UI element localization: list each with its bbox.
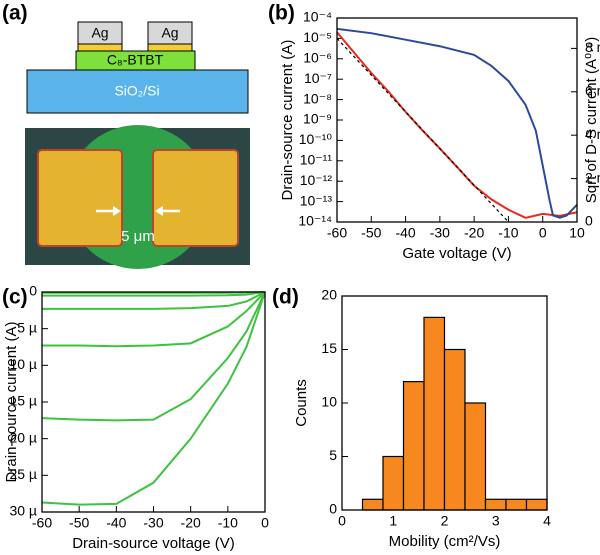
x-axis-label: Gate voltage (V) (402, 245, 511, 262)
electrode (77, 21, 123, 45)
y-tick-label: 10⁻⁹ (303, 111, 332, 127)
y-tick-label: 0 (329, 501, 337, 517)
y-tick-label: 10⁻¹³ (300, 192, 333, 208)
semiconductor-layer (75, 50, 196, 71)
x-tick-label: -60 (327, 225, 347, 241)
x-tick-label: -20 (464, 225, 484, 241)
x-tick-label: -10 (218, 515, 238, 531)
y-tick-label: 10⁻⁷ (304, 70, 332, 86)
substrate-layer (26, 69, 249, 114)
plot-frame (336, 17, 578, 223)
panel-a: (a) Ag Ag C₈-BTBT SiO₂/Si 5 μm (2, 2, 250, 269)
y-tick-label: 10⁻¹¹ (300, 152, 333, 168)
y2-tick-label: 4 m (585, 126, 600, 142)
y-axis-label: Drain-source current (A) (3, 322, 20, 483)
x-tick-label: -30 (143, 515, 163, 531)
series-line (336, 31, 578, 219)
x-tick-label: -20 (181, 515, 201, 531)
x-tick-label: 1 (389, 513, 397, 529)
series-line (41, 291, 266, 422)
panel-label: (c) (2, 286, 28, 309)
plot-frame (41, 291, 266, 513)
y-tick-label: 20 µ (9, 429, 37, 445)
y-tick-label: 10⁻⁶ (303, 50, 332, 66)
semiconductor-label: C₈-BTBT (107, 52, 164, 68)
bar (464, 402, 487, 511)
x-tick-label: -40 (395, 225, 415, 241)
bar (505, 498, 528, 511)
bar (443, 348, 466, 511)
x-tick-label: 10 (569, 225, 585, 241)
x-tick-label: 0 (261, 515, 269, 531)
y-tick-label: 20 (321, 287, 337, 303)
bar (402, 381, 425, 511)
series-line (42, 291, 266, 348)
y2-tick-label: 6 m (585, 82, 600, 98)
y2-tick-label: 8 m (585, 39, 600, 55)
x-tick-label: 0 (338, 513, 346, 529)
x-tick-label: -30 (430, 225, 450, 241)
pad (152, 149, 239, 247)
y-tick-label: 10⁻¹⁰ (299, 131, 333, 147)
x-tick-label: -50 (69, 515, 89, 531)
y-tick-label: 30 µ (9, 503, 37, 519)
x-tick-label: 4 (543, 513, 551, 529)
y-tick-label: 10 µ (9, 356, 37, 372)
series-line (41, 291, 266, 506)
y-tick-label: 5 (329, 447, 337, 463)
x-tick-label: -40 (106, 515, 126, 531)
y-axis-label: Counts (293, 379, 310, 427)
gold-layer (147, 43, 193, 52)
y2-tick-label: 0 (585, 213, 593, 229)
x-tick-label: 0 (539, 225, 547, 241)
arrow-head (155, 206, 163, 216)
scale-bar-label: 5 μm (121, 228, 155, 245)
electrode-label: Ag (91, 25, 108, 41)
electrode-label: Ag (161, 25, 178, 41)
x-axis-label: Mobility (cm²/Vs) (389, 533, 501, 550)
y2-axis-label: Sqrt of D-S current (A⁰·⁵) (583, 37, 600, 203)
bar (382, 455, 405, 511)
plot-frame (341, 295, 548, 511)
x-tick-label: -60 (32, 515, 52, 531)
bar (423, 316, 446, 511)
y-tick-label: 15 (321, 340, 337, 356)
panel-label: (b) (268, 2, 295, 25)
series-line (42, 291, 266, 297)
series-line (42, 291, 266, 310)
bar (525, 498, 548, 511)
y-tick-label: 10⁻¹² (300, 172, 333, 188)
panel-label: (d) (272, 286, 299, 309)
y-tick-label: 10⁻¹⁴ (298, 213, 332, 229)
y2-tick-label: 2 m (585, 169, 600, 185)
bar (484, 498, 507, 511)
gold-layer (77, 43, 123, 52)
y-tick-label: 0 (29, 283, 37, 299)
bar (361, 498, 384, 511)
y-tick-label: 10⁻⁴ (303, 9, 332, 25)
x-tick-label: 2 (441, 513, 449, 529)
y-tick-label: 15 µ (9, 393, 37, 409)
x-axis-label: Drain-source voltage (V) (72, 535, 235, 552)
pad (37, 149, 123, 247)
y-tick-label: 5 µ (17, 319, 37, 335)
series-line (336, 27, 578, 219)
x-tick-label: 3 (492, 513, 500, 529)
electrode (147, 21, 193, 45)
y-tick-label: 10⁻⁸ (303, 90, 332, 106)
x-tick-label: -10 (498, 225, 518, 241)
y-tick-label: 10⁻⁵ (303, 29, 332, 45)
arrow-head (113, 206, 121, 216)
y-tick-label: 10 (321, 394, 337, 410)
y-axis-label: Drain-source current (A) (279, 40, 296, 201)
panel-label: (a) (2, 2, 28, 25)
substrate-label: SiO₂/Si (114, 83, 159, 99)
y-tick-label: 25 µ (9, 466, 37, 482)
x-tick-label: -50 (361, 225, 381, 241)
